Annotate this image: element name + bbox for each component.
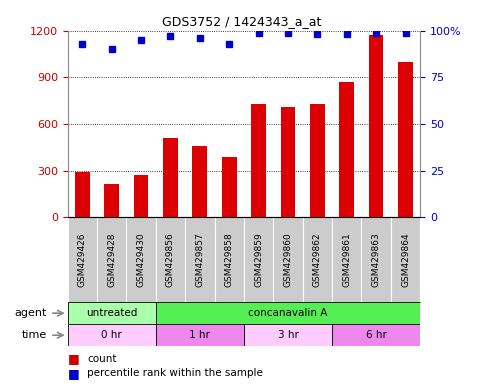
Bar	[75, 172, 90, 217]
Bar	[310, 104, 325, 217]
Bar	[398, 62, 413, 217]
Bar	[391, 217, 420, 302]
Bar	[127, 217, 156, 302]
Bar	[156, 217, 185, 302]
Text: 6 hr: 6 hr	[366, 330, 386, 340]
Text: GSM429858: GSM429858	[225, 232, 234, 287]
Bar	[281, 107, 295, 217]
Bar	[134, 175, 148, 217]
Text: time: time	[22, 330, 47, 340]
Bar	[156, 302, 420, 324]
Text: GSM429859: GSM429859	[254, 232, 263, 287]
Text: 1 hr: 1 hr	[189, 330, 210, 340]
Bar	[251, 104, 266, 217]
Bar	[185, 217, 214, 302]
Bar	[68, 302, 156, 324]
Bar	[303, 217, 332, 302]
Text: GSM429863: GSM429863	[371, 232, 381, 287]
Bar	[340, 82, 354, 217]
Text: GSM429861: GSM429861	[342, 232, 351, 287]
Text: GSM429428: GSM429428	[107, 232, 116, 287]
Text: GSM429856: GSM429856	[166, 232, 175, 287]
Text: ■: ■	[68, 367, 79, 380]
Text: 0 hr: 0 hr	[101, 330, 122, 340]
Text: GSM429860: GSM429860	[284, 232, 293, 287]
Bar	[163, 138, 178, 217]
Bar	[369, 35, 384, 217]
Text: GDS3752 / 1424343_a_at: GDS3752 / 1424343_a_at	[162, 15, 321, 28]
Bar	[244, 324, 332, 346]
Bar	[222, 157, 237, 217]
Bar	[104, 184, 119, 217]
Text: GSM429857: GSM429857	[195, 232, 204, 287]
Bar	[332, 217, 361, 302]
Bar	[332, 324, 420, 346]
Text: GSM429430: GSM429430	[137, 232, 145, 287]
Bar	[156, 324, 244, 346]
Bar	[97, 217, 127, 302]
Text: GSM429864: GSM429864	[401, 232, 410, 287]
Bar	[68, 324, 156, 346]
Text: concanavalin A: concanavalin A	[248, 308, 327, 318]
Bar	[273, 217, 303, 302]
Text: GSM429862: GSM429862	[313, 232, 322, 287]
Text: untreated: untreated	[86, 308, 137, 318]
Bar	[244, 217, 273, 302]
Bar	[214, 217, 244, 302]
Text: count: count	[87, 354, 116, 364]
Text: agent: agent	[14, 308, 47, 318]
Bar	[68, 217, 97, 302]
Text: GSM429426: GSM429426	[78, 232, 87, 287]
Text: ■: ■	[68, 353, 79, 366]
Bar	[361, 217, 391, 302]
Bar	[193, 146, 207, 217]
Text: percentile rank within the sample: percentile rank within the sample	[87, 368, 263, 378]
Text: 3 hr: 3 hr	[278, 330, 298, 340]
